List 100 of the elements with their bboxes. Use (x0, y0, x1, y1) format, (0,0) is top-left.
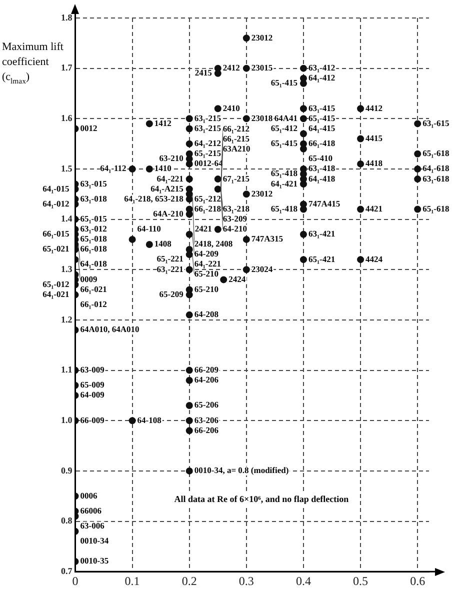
annotation: 63₁-215 (194, 112, 222, 123)
annotation: 63-210 (159, 153, 184, 164)
annotation: 64₁-221 (156, 173, 184, 184)
annotation: 64₁-212 (194, 138, 222, 148)
annotation: 64₁-018 (80, 258, 107, 269)
annotation: 63₁-618 (422, 173, 450, 184)
annotation: 2418, 2408 (194, 238, 233, 248)
annotation: 64₁-618 (422, 163, 450, 174)
annotation: 65₁-418 (270, 168, 298, 178)
annotation: 65-206 (194, 400, 218, 410)
annotation: 63-209 (222, 213, 247, 224)
annotation: 0010-34 (80, 536, 110, 546)
annotation: 4415 (366, 132, 383, 143)
annotation: 64-208 (194, 309, 218, 320)
annotation: 65-210 (194, 268, 218, 279)
annotation: 64₁-015 (42, 183, 70, 194)
y-tick-label: 1.3 (61, 264, 73, 274)
annotation: 23012 (251, 32, 273, 42)
annotation: 23012 (251, 188, 273, 198)
annotation: 63A210 (222, 143, 250, 154)
annotation: 4421 (366, 203, 383, 214)
y-tick-label: 1.1 (61, 364, 73, 375)
annotation: 66-009 (80, 414, 104, 425)
annotation: 747A415 (308, 198, 340, 208)
annotation: 65₁-618 (422, 203, 450, 214)
annotation: 1408 (154, 238, 172, 249)
annotation: 66₁-021 (80, 284, 107, 294)
annotation: 66-209 (194, 364, 218, 374)
annotation: 63₁-015 (80, 178, 107, 188)
annotation: 65₁-212 (194, 193, 222, 204)
annotation: 1412 (154, 118, 172, 128)
annotation: 64₁-415 (308, 122, 336, 133)
annotation: 65₁-412 (270, 122, 298, 133)
annotation: 2424 (228, 274, 246, 284)
annotation: 64A010, 64A010 (80, 324, 140, 334)
annotation: 64-206 (194, 374, 218, 385)
annotation: 747A315 (251, 234, 284, 244)
y-tick-label: 1.6 (61, 112, 73, 123)
annotation: 64-110 (137, 224, 161, 234)
x-tick-label: 0.3 (238, 574, 254, 588)
annotation: 63₁-415 (308, 102, 336, 113)
annotation: 64-209 (194, 248, 218, 259)
annotation: 2412 (222, 62, 240, 73)
annotation: 63₁-418 (308, 163, 336, 174)
annotation: 63-006 (80, 520, 104, 530)
annotation: 4424 (366, 254, 384, 264)
annotation: 65₁-012 (42, 278, 70, 289)
annotation: 64A-210 (153, 208, 184, 218)
y-tick-label: 1.7 (61, 62, 73, 73)
annotation: 65₁-418 (270, 203, 298, 214)
annotation: 64₁-021 (42, 288, 70, 299)
annotation: 66₁-015 (42, 228, 70, 239)
x-tick-label: 0.4 (296, 574, 311, 588)
y-tick-label: 1.8 (61, 12, 73, 22)
annotation: 65₁-415 (308, 112, 336, 123)
annotation: 64₁-221 (194, 258, 222, 269)
annotation: 64₁-421 (270, 178, 298, 188)
annotation: 0012 (80, 122, 98, 133)
annotation: 65₁-421 (308, 254, 336, 264)
annotation: 64A41 (274, 112, 298, 123)
annotation: 65-210 (194, 284, 218, 294)
annotation: 63-009 (80, 364, 104, 374)
y-tick-label: 0.8 (61, 516, 73, 526)
annotation: 0009 (80, 274, 98, 284)
y-tick-label: 1.4 (61, 214, 73, 224)
annotation: 23024 (251, 264, 274, 274)
annotation: 65₁-415 (270, 78, 298, 88)
annotation: 23018 (251, 112, 273, 123)
x-tick-label: 0.6 (410, 574, 426, 588)
annotation: 63₁-018 (80, 193, 107, 204)
annotation: 4418 (366, 158, 383, 168)
annotation: 64₁-A215 (150, 183, 184, 194)
annotation: 23015 (251, 62, 273, 73)
annotation: 63₁-615 (422, 118, 450, 128)
annotation: 66₁-212 (222, 123, 250, 134)
annotation: 63₁-412 (308, 62, 336, 73)
annotation: 65₁-221 (156, 254, 184, 264)
y-tick-label: 0.9 (61, 465, 73, 476)
annotation: 66-206 (194, 424, 218, 435)
annotation: 66006 (80, 505, 102, 516)
annotation: 2421 (194, 224, 212, 234)
annotation: 65-009 (80, 380, 104, 390)
annotation: 63₁-221 (156, 264, 184, 274)
annotation: 64-210 (222, 223, 247, 234)
annotation: 65₁-415 (270, 138, 298, 148)
annotation: 65₁-018 (80, 234, 107, 244)
annotation: 65₁-618 (422, 148, 450, 158)
y-tick-label: 0.7 (61, 566, 73, 576)
annotation: 64₁-412 (308, 72, 336, 83)
annotation: 64-108 (137, 414, 162, 425)
annotation: 0010-35 (80, 556, 109, 566)
x-tick-label: 0.2 (182, 574, 197, 588)
annotation: 1410 (154, 163, 172, 174)
annotation: 2410 (222, 102, 240, 113)
annotation: All data at Re of 6×10⁶, and no flap deflection (174, 494, 349, 504)
x-tick-label: 0.1 (124, 574, 140, 588)
annotation: 66₁-215 (222, 133, 250, 144)
annotation: 63-206 (194, 414, 218, 425)
annotation: 64₁-012 (42, 198, 70, 208)
annotation: 64-009 (80, 390, 104, 400)
